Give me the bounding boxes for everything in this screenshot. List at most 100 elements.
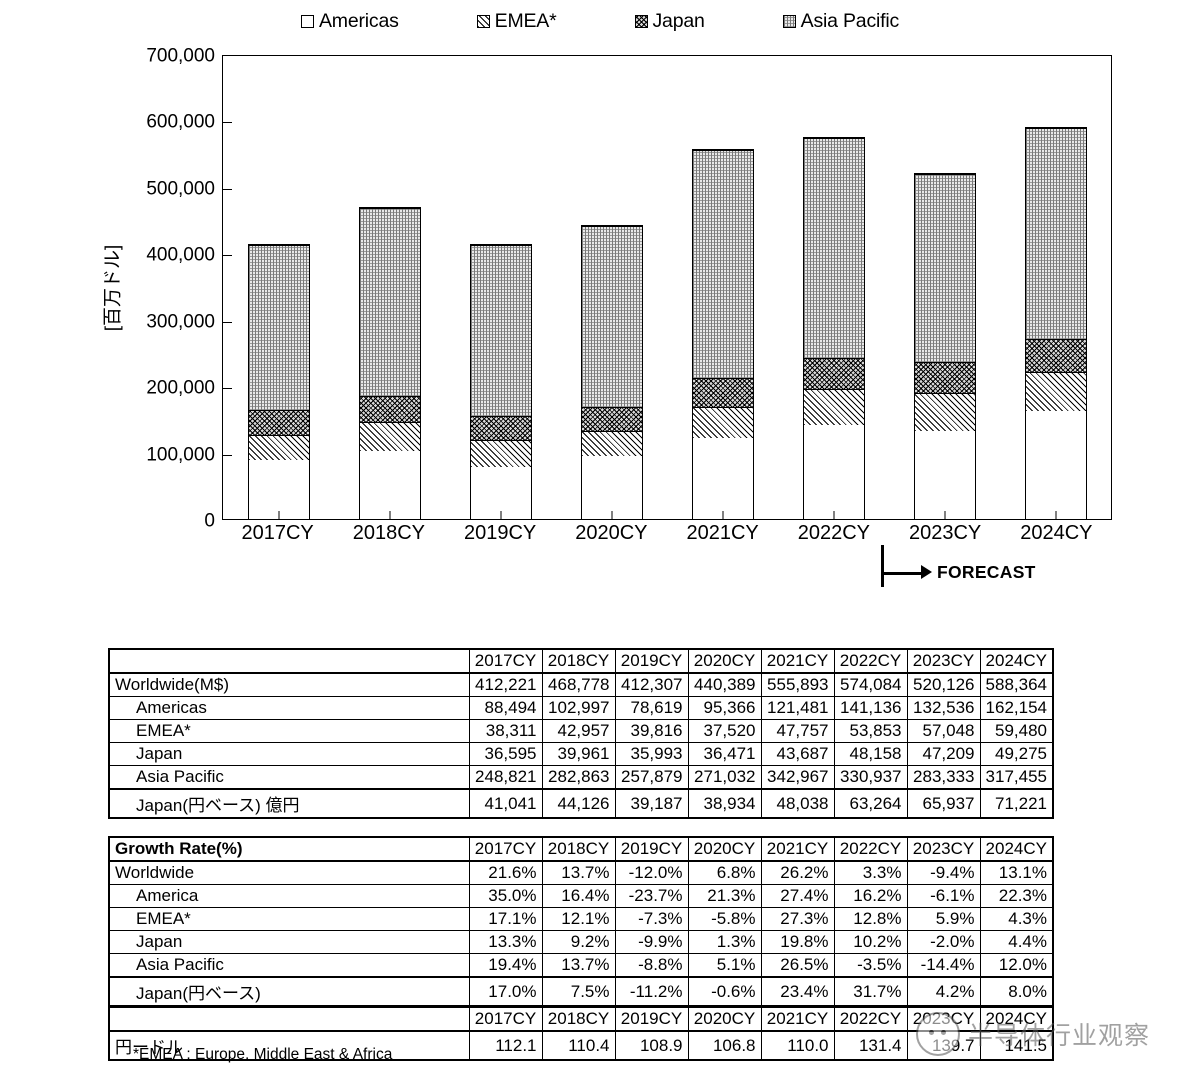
table-cell: 574,084 bbox=[833, 672, 908, 697]
bar-column-2024CY[interactable] bbox=[1000, 56, 1111, 519]
bar-segment-asiapacific[interactable] bbox=[581, 226, 642, 407]
bar-stack[interactable] bbox=[358, 206, 421, 519]
bar-segment-japan[interactable] bbox=[248, 410, 309, 435]
table-cell: 26.5% bbox=[760, 953, 835, 978]
table-cell: 9.2% bbox=[541, 930, 616, 954]
table-cell: 47,209 bbox=[906, 742, 981, 766]
table-column-header: 2022CY bbox=[833, 836, 908, 862]
growth-rate-table-wrap: Growth Rate(%) 2017CY 2018CY 2019CY 2020CY 20… bbox=[108, 836, 1054, 1007]
bar-segment-emea[interactable] bbox=[803, 389, 864, 426]
legend-item-emea: EMEA* bbox=[476, 10, 557, 33]
bar-segment-emea[interactable] bbox=[248, 434, 309, 461]
table-cell: 48,158 bbox=[833, 742, 908, 766]
bar-segment-asiapacific[interactable] bbox=[1025, 128, 1086, 340]
table-cell: 131.4 bbox=[833, 1030, 908, 1061]
bar-column-2019CY[interactable] bbox=[445, 56, 556, 519]
x-axis-tick-label: 2023CY bbox=[908, 522, 982, 544]
y-axis-tick-mark bbox=[223, 122, 232, 124]
bar-segment-asiapacific[interactable] bbox=[803, 137, 864, 358]
forecast-arrow-line bbox=[881, 572, 923, 575]
bar-segment-americas[interactable] bbox=[1025, 411, 1086, 519]
table-row: Worldwide(M$) 412,221 468,778 412,307 440,38… bbox=[108, 672, 1054, 697]
table-cell: 121,481 bbox=[760, 696, 835, 720]
bar-segment-americas[interactable] bbox=[581, 455, 642, 519]
bar-stack[interactable] bbox=[1024, 127, 1087, 519]
table-cell: -23.7% bbox=[614, 884, 689, 908]
bar-stack[interactable] bbox=[913, 172, 976, 519]
table-cell: 12.8% bbox=[833, 907, 908, 931]
bar-segment-asiapacific[interactable] bbox=[692, 149, 753, 378]
bar-segment-asiapacific[interactable] bbox=[359, 207, 420, 396]
chart-container: 700,000 600,000 500,000 400,000 300,000 200,0… bbox=[0, 40, 1200, 600]
table-cell: 19.8% bbox=[760, 930, 835, 954]
bar-stack[interactable] bbox=[580, 225, 643, 519]
bar-segment-japan[interactable] bbox=[581, 406, 642, 431]
table-column-header: 2018CY bbox=[541, 836, 616, 862]
bar-segment-americas[interactable] bbox=[470, 466, 531, 519]
bar-segment-asiapacific[interactable] bbox=[248, 245, 309, 411]
bar-segment-emea[interactable] bbox=[470, 440, 531, 467]
bar-segment-emea[interactable] bbox=[359, 422, 420, 451]
legend-swatch-dotted bbox=[782, 15, 796, 28]
table-cell: 13.7% bbox=[541, 860, 616, 885]
bar-segment-emea[interactable] bbox=[1025, 371, 1086, 412]
table-cell: -8.8% bbox=[614, 953, 689, 978]
table-cell: 35.0% bbox=[468, 884, 543, 908]
table-column-header: 2023CY bbox=[906, 836, 981, 862]
table-row: Asia Pacific 19.4% 13.7% -8.8% 5.1% 26.5% -3.5… bbox=[108, 953, 1054, 978]
bar-segment-japan[interactable] bbox=[359, 395, 420, 423]
table-column-header: 2023CY bbox=[906, 648, 981, 674]
bar-stack[interactable] bbox=[469, 244, 532, 519]
x-axis-tick-mark bbox=[611, 511, 612, 519]
bar-segment-americas[interactable] bbox=[692, 438, 753, 519]
table-cell: 43,687 bbox=[760, 742, 835, 766]
bar-stack[interactable] bbox=[802, 136, 865, 519]
bar-segment-japan[interactable] bbox=[803, 357, 864, 390]
legend-item-label: Japan bbox=[652, 10, 705, 32]
table-cell: 21.6% bbox=[468, 860, 543, 885]
bar-segment-asiapacific[interactable] bbox=[914, 173, 975, 362]
bar-stack[interactable] bbox=[247, 244, 310, 519]
y-axis-tick-label: 300,000 bbox=[146, 311, 215, 333]
table-cell: 17.1% bbox=[468, 907, 543, 931]
bar-column-2021CY[interactable] bbox=[667, 56, 778, 519]
table-column-header: 2021CY bbox=[760, 1006, 835, 1032]
bar-segment-emea[interactable] bbox=[692, 406, 753, 439]
table-column-header: 2023CY bbox=[906, 1006, 981, 1032]
bar-segment-americas[interactable] bbox=[248, 460, 309, 519]
x-axis-tick-mark bbox=[722, 511, 723, 519]
bar-segment-emea[interactable] bbox=[914, 393, 975, 431]
bar-segment-emea[interactable] bbox=[581, 430, 642, 456]
table-column-header: 2017CY bbox=[468, 648, 543, 674]
table-row-label: Worldwide bbox=[108, 860, 470, 885]
bar-segment-americas[interactable] bbox=[914, 430, 975, 519]
bar-column-2018CY[interactable] bbox=[334, 56, 445, 519]
table-cell: -6.1% bbox=[906, 884, 981, 908]
plot-area: 700,000 600,000 500,000 400,000 300,000 200,0… bbox=[103, 47, 1112, 531]
legend-item-americas: Americas bbox=[300, 10, 399, 33]
bar-segment-japan[interactable] bbox=[470, 416, 531, 441]
bar-column-2017CY[interactable] bbox=[223, 56, 334, 519]
bar-column-2020CY[interactable] bbox=[556, 56, 667, 519]
bar-segment-americas[interactable] bbox=[803, 425, 864, 519]
bar-column-2023CY[interactable] bbox=[889, 56, 1000, 519]
table-column-header: 2024CY bbox=[979, 836, 1054, 862]
bar-column-2022CY[interactable] bbox=[778, 56, 889, 519]
bar-segment-japan[interactable] bbox=[914, 361, 975, 394]
bar-stack[interactable] bbox=[691, 148, 754, 519]
worldwide-revenue-table: 2017CY 2018CY 2019CY 2020CY 2021CY 2022CY 2023… bbox=[108, 648, 1054, 819]
table-cell: 13.3% bbox=[468, 930, 543, 954]
table-row: EMEA* 17.1% 12.1% -7.3% -5.8% 27.3% 12.8% 5.9% 4… bbox=[108, 907, 1054, 931]
bar-segment-japan[interactable] bbox=[1025, 339, 1086, 372]
bar-segment-japan[interactable] bbox=[692, 377, 753, 407]
bar-segment-asiapacific[interactable] bbox=[470, 245, 531, 417]
table-cell: 53,853 bbox=[833, 719, 908, 743]
table-cell: 78,619 bbox=[614, 696, 689, 720]
table-row-label: Worldwide(M$) bbox=[108, 672, 470, 697]
table-cell: 271,032 bbox=[687, 765, 762, 790]
table-cell: 12.0% bbox=[979, 953, 1054, 978]
bar-segment-americas[interactable] bbox=[359, 450, 420, 519]
x-axis-tick-label: 2024CY bbox=[1020, 522, 1093, 544]
table-corner-header: Growth Rate(%) bbox=[108, 836, 470, 862]
table-cell: 317,455 bbox=[979, 765, 1054, 790]
